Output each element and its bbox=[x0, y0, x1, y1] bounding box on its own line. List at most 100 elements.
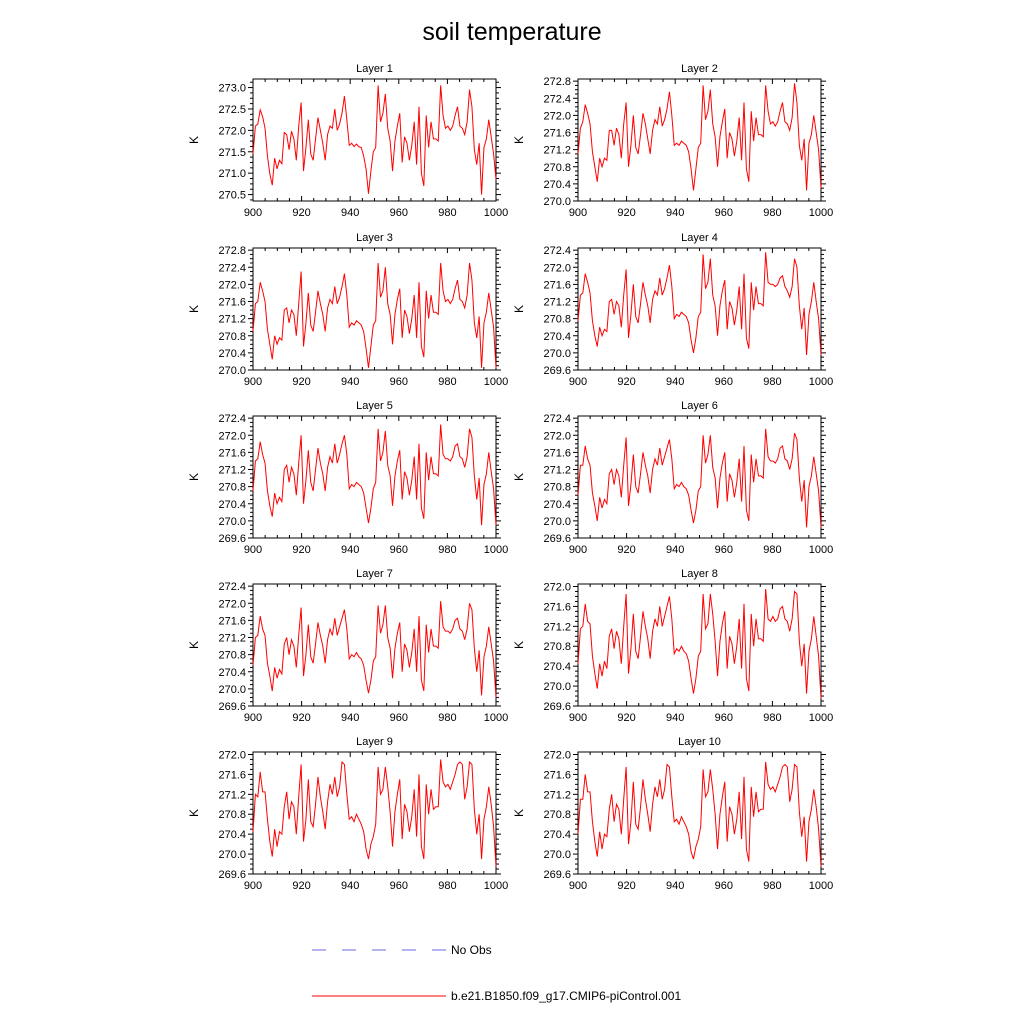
chart-panel-9: Layer 9 900 920 940 960 980 1000 269.6 270.0 270.… bbox=[187, 736, 508, 892]
plot-frame bbox=[577, 415, 822, 539]
x-tick-label: 900 bbox=[244, 544, 262, 556]
x-tick-label: 920 bbox=[292, 880, 310, 892]
y-tick-label: 270.8 bbox=[218, 331, 246, 343]
x-tick-label: 1000 bbox=[809, 207, 833, 219]
x-tick-label: 900 bbox=[569, 880, 587, 892]
y-tick-label: 271.2 bbox=[543, 465, 571, 477]
chart-panel-2: Layer 2 900 920 940 960 980 1000 270.0 270.4 270.… bbox=[512, 63, 833, 219]
y-tick-label: 270.4 bbox=[543, 661, 571, 673]
y-axis-label: K bbox=[187, 641, 201, 649]
y-tick-label: 270.8 bbox=[543, 162, 571, 174]
y-tick-label: 271.6 bbox=[543, 769, 571, 781]
x-tick-label: 1000 bbox=[484, 544, 508, 556]
y-tick-label: 272.4 bbox=[543, 413, 571, 425]
y-tick-label: 271.2 bbox=[218, 789, 246, 801]
panel-title: Layer 5 bbox=[356, 400, 393, 412]
x-tick-label: 960 bbox=[390, 207, 408, 219]
y-tick-label: 270.0 bbox=[218, 365, 246, 377]
plot-frame bbox=[252, 78, 497, 202]
y-tick-label: 270.4 bbox=[543, 499, 571, 511]
y-tick-label: 269.6 bbox=[543, 869, 571, 881]
panel-title: Layer 6 bbox=[681, 400, 718, 412]
series-line bbox=[252, 262, 497, 368]
y-tick-label: 271.2 bbox=[218, 465, 246, 477]
x-tick-label: 920 bbox=[617, 376, 635, 388]
y-tick-label: 270.0 bbox=[543, 348, 571, 360]
y-tick-label: 270.0 bbox=[543, 681, 571, 693]
y-tick-label: 271.6 bbox=[218, 769, 246, 781]
x-tick-label: 940 bbox=[666, 207, 684, 219]
x-tick-label: 920 bbox=[292, 544, 310, 556]
x-tick-label: 980 bbox=[763, 376, 781, 388]
y-tick-label: 269.6 bbox=[218, 533, 246, 545]
y-tick-label: 272.0 bbox=[543, 581, 571, 593]
y-tick-label: 270.4 bbox=[543, 829, 571, 841]
y-tick-label: 270.0 bbox=[543, 516, 571, 528]
y-tick-label: 271.6 bbox=[218, 447, 246, 459]
y-tick-label: 269.6 bbox=[218, 869, 246, 881]
y-tick-label: 270.8 bbox=[543, 314, 571, 326]
y-tick-label: 271.2 bbox=[218, 633, 246, 645]
chart-panel-8: Layer 8 900 920 940 960 980 1000 269.6 270.0 270.… bbox=[512, 568, 833, 724]
y-tick-label: 272.0 bbox=[218, 125, 246, 137]
y-tick-label: 269.6 bbox=[543, 701, 571, 713]
x-tick-label: 900 bbox=[244, 880, 262, 892]
panel-title: Layer 10 bbox=[678, 736, 721, 748]
plot-frame bbox=[252, 247, 497, 371]
y-axis-label: K bbox=[187, 809, 201, 817]
x-tick-label: 940 bbox=[666, 544, 684, 556]
series-line bbox=[577, 252, 822, 356]
y-tick-label: 270.4 bbox=[218, 829, 246, 841]
x-tick-label: 960 bbox=[390, 712, 408, 724]
chart-panel-10: Layer 10 900 920 940 960 980 1000 269.6 270.0 270… bbox=[512, 736, 833, 892]
x-tick-label: 960 bbox=[390, 880, 408, 892]
y-tick-label: 272.4 bbox=[218, 262, 246, 274]
x-tick-label: 980 bbox=[763, 880, 781, 892]
series-line bbox=[252, 601, 497, 698]
x-tick-label: 1000 bbox=[484, 376, 508, 388]
series-line bbox=[252, 759, 497, 867]
panel-title: Layer 7 bbox=[356, 568, 393, 580]
x-tick-label: 980 bbox=[763, 712, 781, 724]
legend: No Obs b.e21.B1850.f09_g17.CMIP6-piContr… bbox=[312, 943, 681, 1003]
panel-title: Layer 1 bbox=[356, 63, 393, 75]
chart-panel-6: Layer 6 900 920 940 960 980 1000 269.6 270.0 270.… bbox=[512, 400, 833, 556]
x-tick-label: 920 bbox=[617, 207, 635, 219]
series-line bbox=[577, 428, 822, 528]
y-tick-label: 270.0 bbox=[218, 516, 246, 528]
y-tick-label: 271.2 bbox=[543, 621, 571, 633]
y-tick-label: 273.0 bbox=[218, 83, 246, 95]
x-tick-label: 1000 bbox=[809, 880, 833, 892]
y-tick-label: 270.0 bbox=[543, 849, 571, 861]
y-tick-label: 272.5 bbox=[218, 104, 246, 116]
y-tick-label: 272.0 bbox=[543, 110, 571, 122]
x-tick-label: 920 bbox=[292, 376, 310, 388]
panel-title: Layer 3 bbox=[356, 232, 393, 244]
series-line bbox=[252, 424, 497, 526]
x-tick-label: 900 bbox=[244, 376, 262, 388]
y-axis-label: K bbox=[187, 473, 201, 481]
y-tick-label: 271.0 bbox=[218, 168, 246, 180]
x-tick-label: 940 bbox=[666, 376, 684, 388]
y-tick-label: 272.0 bbox=[543, 430, 571, 442]
x-tick-label: 1000 bbox=[484, 712, 508, 724]
y-tick-label: 269.6 bbox=[218, 701, 246, 713]
x-tick-label: 1000 bbox=[484, 207, 508, 219]
y-tick-label: 270.0 bbox=[218, 684, 246, 696]
panels: Layer 1 900 920 940 960 980 1000 270.5 271.0 271.… bbox=[187, 63, 833, 892]
x-tick-label: 940 bbox=[341, 544, 359, 556]
y-tick-label: 270.4 bbox=[543, 331, 571, 343]
figure-title: soil temperature bbox=[422, 18, 601, 46]
x-tick-label: 940 bbox=[341, 207, 359, 219]
x-tick-label: 1000 bbox=[484, 880, 508, 892]
x-tick-label: 960 bbox=[390, 376, 408, 388]
y-tick-label: 270.0 bbox=[218, 849, 246, 861]
plot-frame bbox=[577, 751, 822, 875]
y-tick-label: 272.0 bbox=[218, 279, 246, 291]
y-tick-label: 271.6 bbox=[218, 297, 246, 309]
panel-title: Layer 2 bbox=[681, 63, 718, 75]
x-tick-label: 900 bbox=[244, 207, 262, 219]
x-tick-label: 960 bbox=[715, 376, 733, 388]
y-tick-label: 272.0 bbox=[543, 262, 571, 274]
legend-model-label: b.e21.B1850.f09_g17.CMIP6-piControl.001 bbox=[451, 989, 681, 1003]
